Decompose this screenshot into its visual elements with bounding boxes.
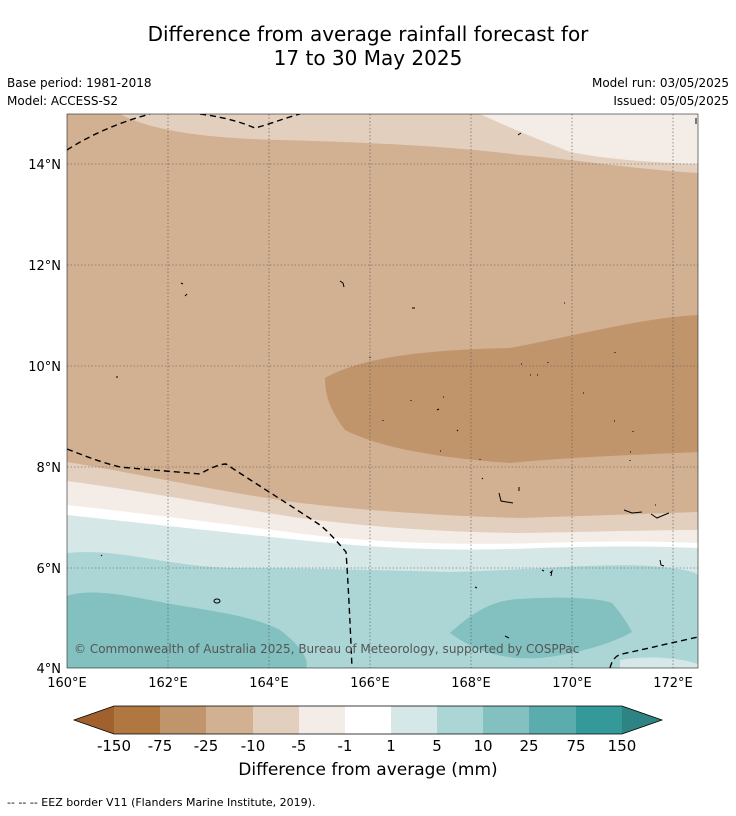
colorbar-tick: -150 <box>97 737 131 755</box>
colorbar-segment <box>437 706 483 734</box>
lon-label: 166°E <box>350 676 390 691</box>
colorbar-segment <box>391 706 437 734</box>
lon-label: 170°E <box>552 676 592 691</box>
colorbar-segment <box>206 706 253 734</box>
map-title: Difference from average rainfall forecas… <box>0 22 736 70</box>
colorbar-tick: 10 <box>473 737 492 755</box>
colorbar-tick: 75 <box>566 737 585 755</box>
contour-minus75-blob <box>325 315 698 463</box>
graticule <box>67 114 698 668</box>
rainfall-contours <box>67 114 698 668</box>
copyright-text: © Commonwealth of Australia 2025, Bureau… <box>74 642 579 656</box>
colorbar-segment <box>345 706 391 734</box>
lon-label: 172°E <box>653 676 693 691</box>
lat-label: 6°N <box>37 562 62 577</box>
colorbar: -150 -75 -25 -10 -5 -1 1 5 10 25 75 150 <box>72 705 664 755</box>
colorbar-tick: 1 <box>386 737 396 755</box>
colorbar-segment <box>160 706 206 734</box>
colorbar-min-arrow <box>74 706 114 734</box>
lat-label: 8°N <box>37 461 62 476</box>
map-frame <box>66 113 699 669</box>
longitude-labels: 160°E 162°E 164°E 166°E 168°E 170°E 172°… <box>47 676 693 691</box>
model-run-text: Model run: 03/05/2025 <box>591 76 729 90</box>
colorbar-max-arrow <box>622 706 662 734</box>
colorbar-tick: 150 <box>608 737 637 755</box>
eez-legend: -- -- -- EEZ border V11 (Flanders Marine… <box>7 796 316 809</box>
contour-plus1-corner <box>620 657 698 668</box>
issued-text: Issued: 05/05/2025 <box>613 94 729 108</box>
colorbar-tick: -25 <box>194 737 219 755</box>
model-text: Model: ACCESS-S2 <box>7 94 119 108</box>
eez-borders <box>67 114 698 668</box>
colorbar-tick: 5 <box>432 737 442 755</box>
lon-label: 168°E <box>451 676 491 691</box>
lon-label: 164°E <box>249 676 289 691</box>
colorbar-tick: -1 <box>338 737 353 755</box>
colorbar-segment <box>114 706 160 734</box>
base-period-text: Base period: 1981-2018 <box>7 76 152 90</box>
contour-plus10-east <box>450 597 632 659</box>
islands <box>100 118 697 639</box>
colorbar-title: Difference from average (mm) <box>238 760 498 780</box>
colorbar-segment <box>483 706 529 734</box>
lat-label: 10°N <box>28 360 61 375</box>
latitude-labels: 14°N 12°N 10°N 8°N 6°N 4°N <box>28 158 61 677</box>
title-line-1: Difference from average rainfall forecas… <box>147 22 589 46</box>
colorbar-segment <box>253 706 299 734</box>
lon-label: 160°E <box>47 676 87 691</box>
colorbar-segment <box>299 706 345 734</box>
colorbar-tick: -5 <box>292 737 307 755</box>
contour-minus5-top <box>480 114 698 164</box>
meta-left: Base period: 1981-2018 Model: ACCESS-S2 <box>7 74 152 110</box>
lon-label: 162°E <box>148 676 188 691</box>
meta-right: Model run: 03/05/2025 Issued: 05/05/2025 <box>592 74 729 110</box>
colorbar-tick: -10 <box>241 737 266 755</box>
contour-plus10-west <box>67 592 307 668</box>
colorbar-segment <box>576 706 622 734</box>
colorbar-tick: -75 <box>148 737 173 755</box>
colorbar-segment <box>529 706 576 734</box>
lat-label: 4°N <box>37 662 62 677</box>
lat-label: 12°N <box>28 259 61 274</box>
title-line-2: 17 to 30 May 2025 <box>273 46 463 70</box>
lat-label: 14°N <box>28 158 61 173</box>
colorbar-tick: 25 <box>519 737 538 755</box>
